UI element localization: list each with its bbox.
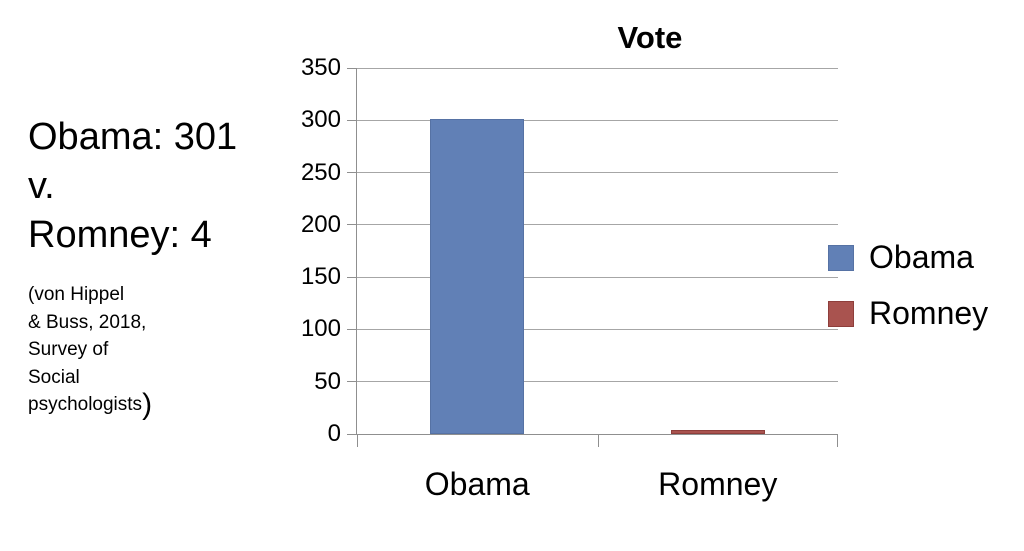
gridline: [357, 276, 838, 278]
x-tick-mark: [837, 434, 838, 447]
y-tick-mark: [347, 328, 357, 330]
y-tick-mark: [347, 276, 357, 278]
x-axis-label-obama: Obama: [424, 466, 530, 502]
x-tick-mark: [357, 434, 358, 447]
bar-romney: [670, 429, 765, 434]
legend: Obama Romney: [828, 239, 988, 331]
citation-line-2: & Buss, 2018,: [28, 311, 147, 333]
y-tick-mark: [347, 433, 357, 435]
legend-item-obama: Obama: [828, 239, 988, 275]
y-tick-label: 0: [327, 420, 341, 447]
y-tick-mark: [347, 67, 357, 69]
y-tick-mark: [347, 381, 357, 383]
citation-line-5: psychologists): [28, 388, 153, 421]
headline-line-2: v.: [28, 165, 55, 207]
y-tick-label: 350: [300, 54, 341, 81]
gridline: [357, 381, 838, 383]
citation-line-1: (von Hippel: [28, 284, 125, 305]
y-tick-label: 100: [300, 315, 341, 343]
citation-line-3: Survey of: [28, 339, 109, 360]
chart-title: Vote: [617, 20, 683, 55]
plot-area: 0 50 100 150 200 250 300 350 Obama Romney: [301, 55, 838, 502]
legend-label-obama: Obama: [869, 239, 974, 275]
bar-obama: [430, 119, 525, 434]
legend-swatch-romney: [828, 300, 854, 327]
headline-line-3: Romney: 4: [28, 214, 212, 256]
y-tick-label: 150: [300, 263, 341, 291]
gridline: [357, 67, 838, 69]
gridline: [357, 119, 838, 121]
citation-closing-paren: ): [142, 388, 153, 421]
y-tick-mark: [347, 172, 357, 174]
x-tick-mark: [597, 434, 599, 447]
citation-line-4: Social: [28, 366, 80, 388]
score-annotation: Obama: 301 v. Romney: 4: [28, 113, 237, 260]
y-tick-mark: [347, 224, 357, 226]
gridline: [357, 172, 838, 174]
legend-swatch-obama: [828, 244, 854, 271]
gridline: [357, 224, 838, 226]
y-tick-label: 50: [314, 367, 341, 395]
gridline: [357, 328, 838, 330]
y-tick-mark: [347, 119, 357, 121]
y-tick-label: 250: [300, 158, 341, 186]
y-tick-label: 200: [300, 210, 341, 238]
headline-line-1: Obama: 301: [28, 116, 238, 158]
legend-label-romney: Romney: [869, 295, 989, 331]
citation: (von Hippel & Buss, 2018, Survey of Soci…: [28, 281, 153, 421]
citation-last-word: psychologists: [28, 394, 143, 415]
legend-item-romney: Romney: [828, 295, 988, 331]
y-tick-label: 300: [300, 106, 341, 134]
x-axis-label-romney: Romney: [658, 466, 778, 502]
